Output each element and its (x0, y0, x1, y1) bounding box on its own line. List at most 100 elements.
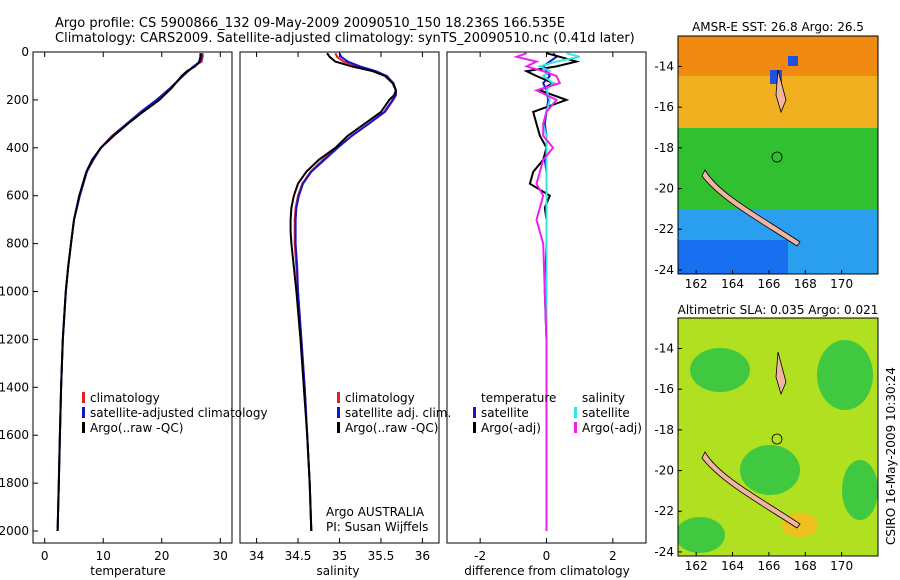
temp-series-satellite-1 (56, 53, 203, 532)
sst-lon-tick-label: 170 (830, 277, 853, 291)
temp-xtick-label: 10 (96, 549, 111, 563)
salinity-x-axis: 34 34.5 35 35.5 36 (249, 52, 430, 563)
sla-heatmap (678, 318, 878, 556)
salinity-panel: 34 34.5 35 35.5 36 salinity climatology sate… (239, 51, 451, 578)
temperature-panel: 0 200 400 600 800 1000 1200 1400 1600 1800 2000 0 1… (0, 45, 268, 578)
salinity-legend: climatology satellite adj. clim. Argo(..… (337, 391, 451, 435)
temp-series-climatology-0 (56, 53, 204, 532)
sst-lat-tick-label: -22 (654, 222, 674, 236)
difference-xlabel: difference from climatology (464, 564, 630, 578)
sal-series-climatology-0 (293, 52, 397, 532)
legend-header-temperature: temperature (481, 391, 556, 405)
depth-tick-label: 800 (6, 237, 29, 251)
sst-lat-tick-label: -16 (654, 100, 674, 114)
sst-vanuatu-islands (775, 69, 787, 114)
salinity-xlabel: salinity (316, 564, 359, 578)
legend-label-sal-argo-diff: Argo(-adj) (582, 421, 642, 435)
depth-tick-label: 1800 (0, 476, 29, 490)
temperature-x-axis: 0 10 20 30 (41, 52, 228, 563)
depth-tick-label: 600 (6, 189, 29, 203)
legend-swatch-sal-satellite-diff (574, 407, 577, 418)
depth-tick-label: 400 (6, 141, 29, 155)
sal-xtick-label: 34.5 (285, 549, 312, 563)
sla-map-frame (677, 317, 879, 557)
sal-xtick-label: 34 (249, 549, 264, 563)
depth-tick-label: 1600 (0, 428, 29, 442)
sla-low-patch-3 (740, 445, 800, 495)
depth-tick-label: 200 (6, 93, 29, 107)
temperature-plot-frame (32, 51, 233, 544)
header-title-line1: Argo profile: CS 5900866_132 09-May-2009… (55, 16, 565, 31)
diff-xtick-label: 2 (609, 549, 617, 563)
sst-heatmap (678, 36, 878, 274)
sst-cloud-patch-2 (788, 56, 798, 66)
header-title-line2: Climatology: CARS2009. Satellite-adjuste… (55, 31, 635, 46)
sla-argo-location (771, 433, 783, 445)
sla-lon-tick-label: 164 (721, 559, 744, 573)
sal-series-satellite-1 (294, 52, 397, 532)
sla-lat-tick-label: -16 (654, 382, 674, 396)
depth-tick-label: 2000 (0, 524, 29, 538)
sst-lat-tick-label: -18 (654, 141, 674, 155)
sst-argo-location (771, 151, 783, 163)
difference-panel: -2 0 2 difference from climatology tempera… (446, 51, 647, 578)
sst-lon-tick-label: 166 (757, 277, 780, 291)
legend-swatch-temp-satellite (473, 407, 476, 418)
sst-lon-tick-label: 162 (685, 277, 708, 291)
diff-series-salinity_argo-3 (513, 52, 562, 531)
depth-tick-label: 1200 (0, 332, 29, 346)
sla-map-title: Altimetric SLA: 0.035 Argo: 0.021 (678, 303, 879, 317)
legend-swatch-sal-argo (337, 422, 340, 433)
difference-x-axis: -2 0 2 (474, 52, 617, 563)
sla-map-axes: 162 164 166 168 170 -14 -16 -18 -20 -22 -24 (654, 342, 853, 573)
depth-axis: 0 200 400 600 800 1000 1200 1400 1600 1800 2000 (0, 45, 38, 538)
temp-xtick-label: 0 (41, 549, 49, 563)
sal-series-argo-2 (289, 52, 397, 532)
legend-swatch-climatology (82, 392, 85, 403)
difference-legend: temperature salinity satellite Argo(-adj… (473, 391, 642, 435)
sla-lat-tick-label: -20 (654, 464, 674, 478)
temp-xtick-label: 20 (154, 549, 169, 563)
sst-lon-tick-label: 164 (721, 277, 744, 291)
diff-xtick-label: 0 (543, 549, 551, 563)
legend-swatch-sal-argo-diff (574, 422, 577, 433)
csiro-timestamp: CSIRO 16-May-2009 10:30:24 (884, 367, 898, 545)
difference-series (513, 52, 581, 531)
diff-series-argo-1 (523, 52, 581, 531)
sst-cold-region (678, 240, 788, 274)
temp-series-argo-2 (56, 53, 202, 532)
temperature-xlabel: temperature (90, 564, 165, 578)
sla-lat-tick-label: -22 (654, 504, 674, 518)
depth-tick-label: 1000 (0, 285, 29, 299)
legend-label-argo: Argo(..raw -QC) (90, 421, 183, 435)
sal-xtick-label: 36 (415, 549, 430, 563)
legend-swatch-satellite-adjusted (82, 407, 85, 418)
legend-label-temp-argo: Argo(-adj) (481, 421, 541, 435)
diff-series-salinity_satellite-2 (537, 52, 580, 531)
legend-label-sal-argo: Argo(..raw -QC) (345, 421, 438, 435)
sal-xtick-label: 35 (332, 549, 347, 563)
sla-low-patch-2 (817, 340, 873, 410)
sla-lon-tick-label: 166 (757, 559, 780, 573)
credit-institution: Argo AUSTRALIA (326, 505, 425, 519)
sla-lat-tick-label: -18 (654, 423, 674, 437)
legend-label-satellite-adjusted: satellite-adjusted climatology (90, 406, 268, 420)
legend-label-sal-climatology: climatology (345, 391, 415, 405)
sla-low-patch-4 (842, 460, 878, 520)
sst-map-panel: AMSR-E SST: 26.8 Argo: 26.5 162 164 166 168… (654, 20, 879, 291)
depth-tick-label: 1400 (0, 380, 29, 394)
salinity-plot-frame (239, 51, 440, 544)
depth-tick-label: 0 (21, 45, 29, 59)
sla-new-caledonia (701, 451, 801, 529)
sla-low-patch-5 (678, 517, 725, 553)
legend-label-sal-satellite: satellite adj. clim. (345, 406, 451, 420)
salinity-series (289, 52, 397, 532)
sst-lon-tick-label: 168 (794, 277, 817, 291)
sla-lon-tick-label: 162 (685, 559, 708, 573)
legend-label-sal-satellite-diff: satellite (582, 406, 630, 420)
legend-swatch-sal-climatology (337, 392, 340, 403)
sla-lon-tick-label: 170 (830, 559, 853, 573)
sla-lat-tick-label: -14 (654, 342, 674, 356)
credit-pi: PI: Susan Wijffels (326, 520, 428, 534)
sst-lat-tick-label: -14 (654, 60, 674, 74)
